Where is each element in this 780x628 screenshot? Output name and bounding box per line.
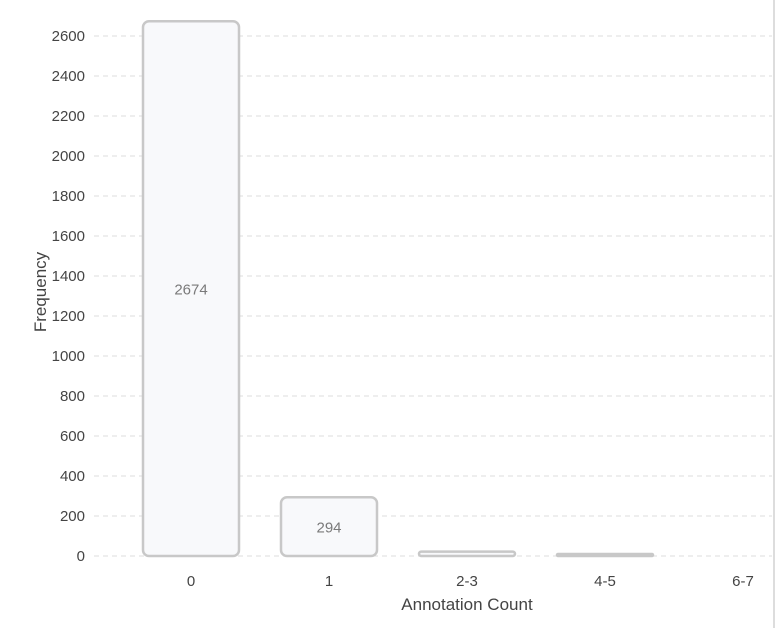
x-tick-label: 0 — [187, 573, 195, 590]
data-label: 2674 — [174, 282, 207, 299]
y-tick-label: 2200 — [52, 108, 85, 125]
y-tick-label: 600 — [60, 428, 85, 445]
y-tick-label: 1000 — [52, 348, 85, 365]
y-tick-label: 0 — [77, 548, 85, 565]
x-tick-label: 2-3 — [456, 573, 478, 590]
x-axis-title: Annotation Count — [401, 595, 533, 614]
y-tick-label: 800 — [60, 388, 85, 405]
y-tick-label: 200 — [60, 508, 85, 525]
x-tick-label: 4-5 — [594, 573, 616, 590]
y-tick-label: 2600 — [52, 28, 85, 45]
x-axis-ticks: 0 1 2-3 4-5 6-7 — [187, 573, 754, 590]
y-tick-label: 400 — [60, 468, 85, 485]
y-tick-label: 1200 — [52, 308, 85, 325]
y-axis-title: Frequency — [31, 251, 50, 332]
data-label: 294 — [316, 520, 341, 537]
x-tick-label: 6-7 — [732, 573, 754, 590]
y-tick-label: 1400 — [52, 268, 85, 285]
x-tick-label: 1 — [325, 573, 333, 590]
bar-4-5 — [555, 552, 655, 558]
y-tick-label: 2000 — [52, 148, 85, 165]
bar-2-3 — [417, 550, 517, 558]
y-tick-label: 1800 — [52, 188, 85, 205]
bar-0 — [141, 19, 241, 558]
data-labels: 2674 294 — [174, 282, 341, 537]
y-tick-label: 1600 — [52, 228, 85, 245]
bar-1 — [279, 495, 379, 558]
y-tick-label: 2400 — [52, 68, 85, 85]
bars — [141, 19, 655, 558]
y-axis-ticks: 0 200 400 600 800 1000 1200 1400 1600 1800 2000 220… — [52, 28, 85, 565]
